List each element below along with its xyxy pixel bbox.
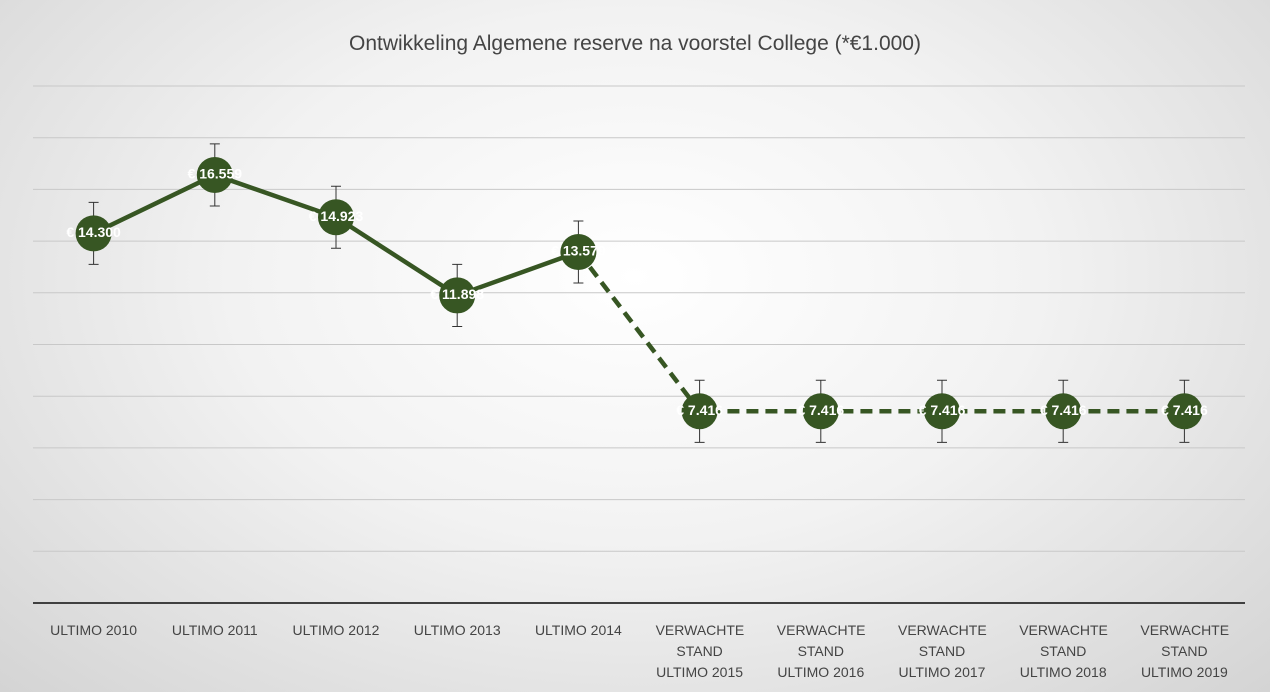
line-dashed bbox=[576, 250, 1185, 414]
marker bbox=[439, 277, 476, 314]
marker bbox=[924, 393, 960, 430]
x-tick-label: VERWACHTE STAND ULTIMO 2015 bbox=[655, 622, 745, 680]
marker bbox=[560, 233, 597, 270]
x-tick-label: VERWACHTE STAND ULTIMO 2016 bbox=[776, 622, 866, 680]
x-tick-label: VERWACHTE STAND ULTIMO 2018 bbox=[1019, 622, 1108, 680]
marker bbox=[1166, 393, 1203, 430]
value-label: € 16.559 bbox=[188, 166, 243, 182]
x-tick-label: ULTIMO 2013 bbox=[413, 622, 501, 638]
x-tick-label: ULTIMO 2014 bbox=[534, 622, 622, 638]
value-label: € 11.898 bbox=[430, 286, 484, 302]
value-label: € 14.923 bbox=[309, 208, 364, 224]
value-label: € 14.300 bbox=[66, 224, 121, 240]
marker bbox=[318, 199, 354, 236]
value-label: € 7.416 bbox=[919, 402, 966, 418]
marker bbox=[196, 156, 233, 193]
x-tick-label: ULTIMO 2011 bbox=[171, 622, 258, 638]
marker bbox=[75, 215, 112, 252]
value-label: € 7.416 bbox=[797, 402, 844, 418]
marker bbox=[802, 393, 839, 430]
marker bbox=[1045, 393, 1082, 430]
x-tick-label: VERWACHTE STAND ULTIMO 2017 bbox=[898, 622, 987, 680]
value-label: € 7.416 bbox=[1161, 402, 1208, 418]
value-label: € 7.416 bbox=[1040, 402, 1087, 418]
value-label: € 13.579 bbox=[551, 243, 606, 259]
x-tick-label: ULTIMO 2010 bbox=[50, 622, 138, 638]
marker bbox=[681, 393, 718, 430]
chart-title: Ontwikkeling Algemene reserve na voorste… bbox=[349, 32, 921, 55]
x-tick-label: VERWACHTE STAND ULTIMO 2019 bbox=[1140, 622, 1230, 680]
x-tick-label: ULTIMO 2012 bbox=[292, 622, 380, 638]
value-label: € 7.416 bbox=[676, 402, 723, 418]
